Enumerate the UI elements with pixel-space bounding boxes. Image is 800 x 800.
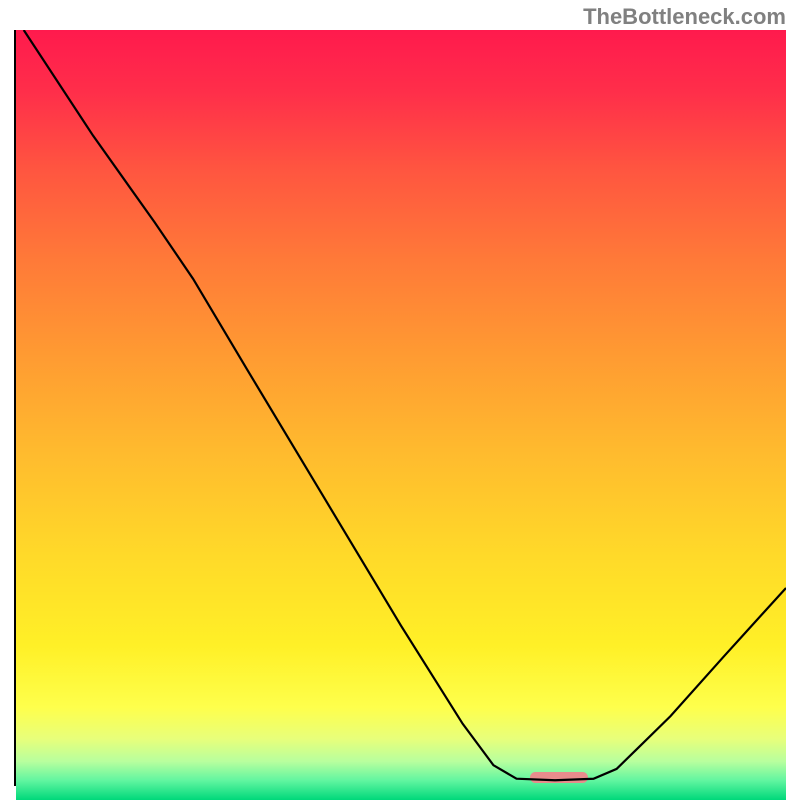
watermark-text: TheBottleneck.com <box>583 4 786 30</box>
bottleneck-curve <box>16 30 786 784</box>
plot-area <box>14 30 786 786</box>
